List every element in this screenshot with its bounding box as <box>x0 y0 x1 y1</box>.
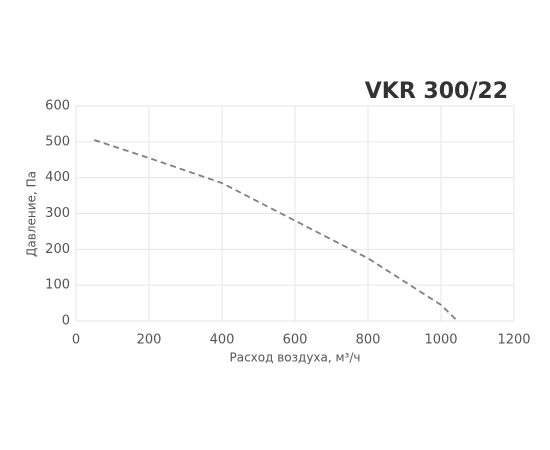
x-tick-label: 600 <box>283 333 308 348</box>
x-axis-label: Расход воздуха, м³/ч <box>229 351 360 365</box>
x-tick-label: 200 <box>137 333 162 348</box>
y-tick-label: 400 <box>45 170 70 185</box>
y-tick-label: 100 <box>45 278 70 293</box>
y-tick-label: 200 <box>45 242 70 257</box>
y-tick-label: 500 <box>45 134 70 149</box>
x-tick-label: 1200 <box>497 333 530 348</box>
x-tick-label: 400 <box>210 333 235 348</box>
y-tick-label: 0 <box>62 314 70 329</box>
x-tick-label: 1000 <box>424 333 457 348</box>
x-tick-label: 0 <box>72 333 80 348</box>
chart-title: VKR 300/22 <box>365 79 508 104</box>
data-line <box>93 139 459 322</box>
y-axis-label: Давление, Па <box>25 171 39 257</box>
y-tick-label: 600 <box>45 99 70 114</box>
x-tick-label: 800 <box>356 333 381 348</box>
y-tick-label: 300 <box>45 206 70 221</box>
